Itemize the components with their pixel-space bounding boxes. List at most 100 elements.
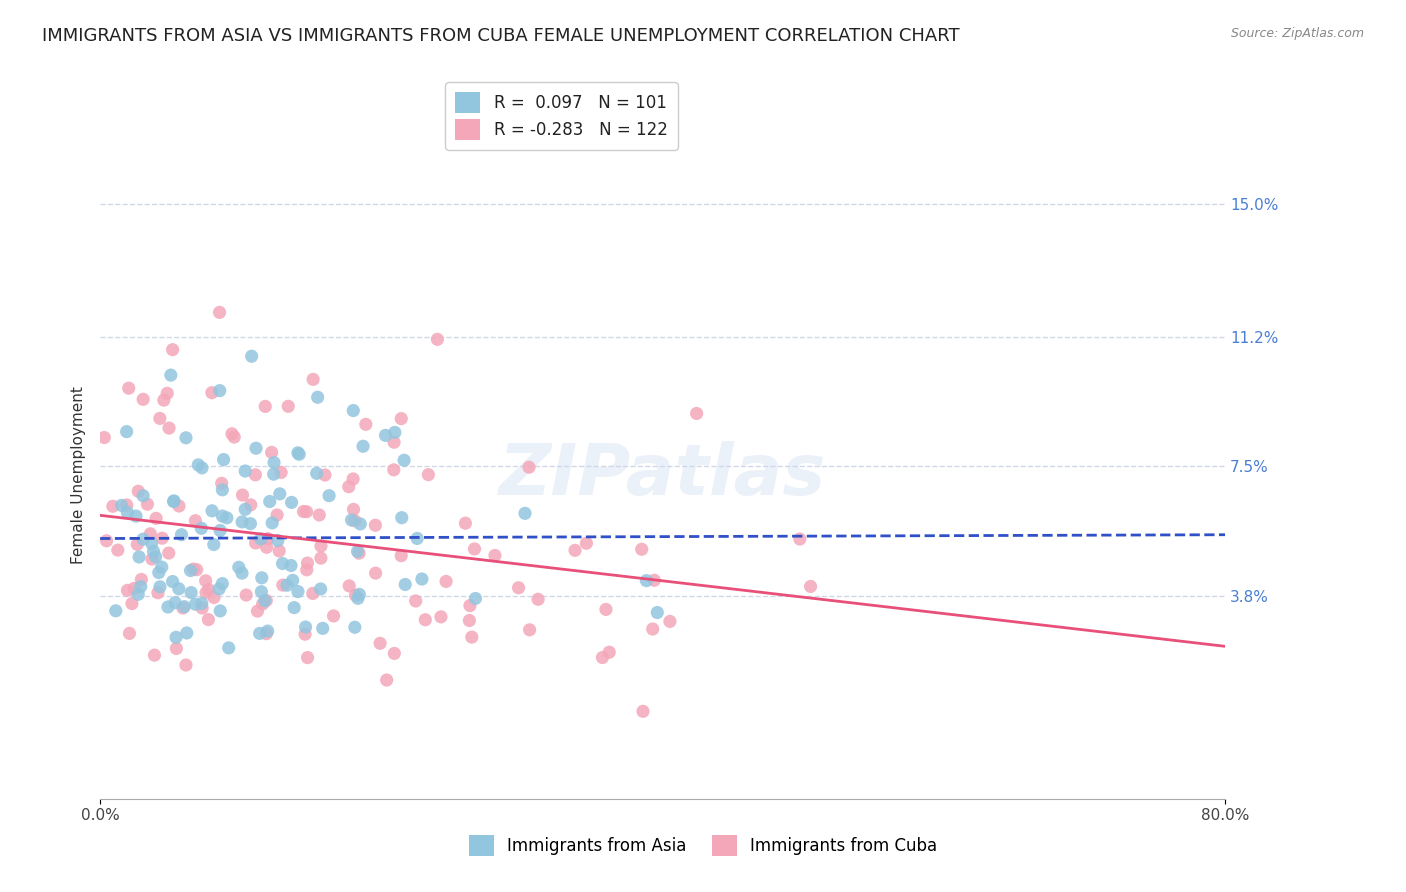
Text: IMMIGRANTS FROM ASIA VS IMMIGRANTS FROM CUBA FEMALE UNEMPLOYMENT CORRELATION CHA: IMMIGRANTS FROM ASIA VS IMMIGRANTS FROM … — [42, 27, 960, 45]
Immigrants from Cuba — [368, 636, 391, 650]
Immigrants from Cuba — [347, 546, 370, 560]
Immigrants from Asia — [269, 487, 291, 501]
Immigrants from Asia — [342, 403, 364, 417]
Immigrants from Cuba — [266, 508, 288, 522]
Immigrants from Asia — [267, 533, 290, 548]
Immigrants from Cuba — [295, 505, 318, 519]
Immigrants from Asia — [352, 439, 374, 453]
Immigrants from Cuba — [337, 480, 360, 494]
Immigrants from Asia — [240, 349, 263, 363]
Immigrants from Asia — [231, 515, 253, 529]
Immigrants from Asia — [374, 428, 396, 442]
Immigrants from Cuba — [256, 541, 278, 555]
Immigrants from Asia — [165, 630, 187, 644]
Immigrants from Cuba — [508, 581, 530, 595]
Immigrants from Cuba — [127, 537, 149, 551]
Immigrants from Asia — [184, 597, 207, 611]
Immigrants from Asia — [142, 544, 165, 558]
Immigrants from Asia — [231, 566, 253, 580]
Immigrants from Cuba — [434, 574, 457, 589]
Immigrants from Cuba — [458, 614, 481, 628]
Immigrants from Cuba — [454, 516, 477, 531]
Immigrants from Cuba — [101, 500, 124, 514]
Immigrants from Asia — [253, 594, 276, 608]
Immigrants from Cuba — [484, 549, 506, 563]
Immigrants from Asia — [191, 597, 214, 611]
Immigrants from Cuba — [295, 563, 318, 577]
Immigrants from Asia — [411, 572, 433, 586]
Immigrants from Cuba — [413, 613, 436, 627]
Immigrants from Cuba — [426, 332, 449, 346]
Y-axis label: Female Unemployment: Female Unemployment — [72, 386, 86, 564]
Immigrants from Asia — [173, 599, 195, 614]
Immigrants from Cuba — [527, 592, 550, 607]
Immigrants from Cuba — [211, 476, 233, 491]
Immigrants from Asia — [170, 527, 193, 541]
Immigrants from Asia — [346, 544, 368, 558]
Immigrants from Asia — [218, 640, 240, 655]
Immigrants from Asia — [180, 585, 202, 599]
Immigrants from Cuba — [208, 305, 231, 319]
Immigrants from Cuba — [789, 532, 811, 546]
Immigrants from Asia — [104, 604, 127, 618]
Immigrants from Asia — [349, 587, 371, 601]
Immigrants from Cuba — [115, 498, 138, 512]
Immigrants from Asia — [162, 574, 184, 589]
Immigrants from Cuba — [800, 579, 823, 593]
Immigrants from Cuba — [201, 385, 224, 400]
Immigrants from Asia — [162, 494, 184, 508]
Immigrants from Cuba — [297, 650, 319, 665]
Immigrants from Asia — [163, 494, 186, 508]
Immigrants from Cuba — [382, 463, 405, 477]
Immigrants from Cuba — [118, 626, 141, 640]
Immigrants from Asia — [145, 549, 167, 564]
Immigrants from Asia — [349, 516, 371, 531]
Immigrants from Asia — [281, 574, 304, 588]
Immigrants from Asia — [250, 571, 273, 585]
Immigrants from Asia — [276, 578, 298, 592]
Immigrants from Cuba — [294, 627, 316, 641]
Immigrants from Cuba — [131, 573, 153, 587]
Immigrants from Cuba — [221, 426, 243, 441]
Immigrants from Cuba — [245, 467, 267, 482]
Immigrants from Asia — [141, 536, 163, 550]
Immigrants from Cuba — [322, 609, 344, 624]
Immigrants from Cuba — [231, 488, 253, 502]
Immigrants from Cuba — [643, 574, 665, 588]
Immigrants from Cuba — [458, 599, 481, 613]
Immigrants from Asia — [263, 467, 285, 482]
Immigrants from Cuba — [153, 393, 176, 408]
Immigrants from Cuba — [157, 421, 180, 435]
Immigrants from Asia — [148, 566, 170, 580]
Immigrants from Cuba — [184, 514, 207, 528]
Immigrants from Asia — [283, 600, 305, 615]
Immigrants from Cuba — [277, 400, 299, 414]
Immigrants from Cuba — [519, 623, 541, 637]
Immigrants from Asia — [271, 557, 294, 571]
Immigrants from Asia — [394, 577, 416, 591]
Immigrants from Asia — [215, 511, 238, 525]
Immigrants from Cuba — [141, 552, 163, 566]
Immigrants from Cuba — [254, 593, 277, 607]
Immigrants from Asia — [280, 495, 302, 509]
Immigrants from Cuba — [631, 704, 654, 718]
Immigrants from Asia — [211, 483, 233, 497]
Immigrants from Asia — [305, 467, 328, 481]
Immigrants from Asia — [464, 591, 486, 606]
Immigrants from Cuba — [191, 601, 214, 615]
Immigrants from Cuba — [564, 543, 586, 558]
Immigrants from Asia — [309, 582, 332, 596]
Immigrants from Cuba — [309, 539, 332, 553]
Immigrants from Asia — [287, 584, 309, 599]
Immigrants from Asia — [201, 504, 224, 518]
Immigrants from Asia — [343, 620, 366, 634]
Immigrants from Cuba — [139, 526, 162, 541]
Immigrants from Cuba — [430, 610, 453, 624]
Immigrants from Asia — [132, 532, 155, 546]
Immigrants from Cuba — [146, 585, 169, 599]
Immigrants from Asia — [288, 447, 311, 461]
Immigrants from Cuba — [127, 484, 149, 499]
Immigrants from Asia — [160, 368, 183, 383]
Immigrants from Cuba — [308, 508, 330, 522]
Immigrants from Asia — [259, 494, 281, 508]
